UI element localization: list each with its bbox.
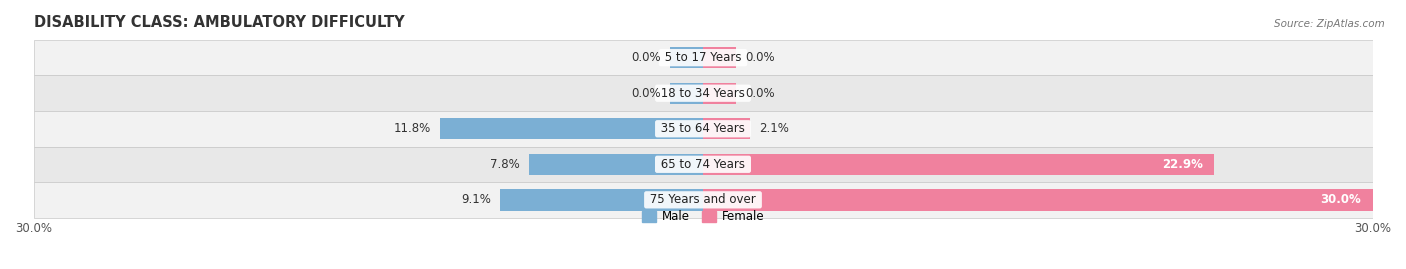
Bar xyxy=(703,118,749,139)
Bar xyxy=(501,189,703,211)
Legend: Male, Female: Male, Female xyxy=(637,206,769,228)
Text: 0.0%: 0.0% xyxy=(631,51,661,64)
Text: 30.0%: 30.0% xyxy=(1320,193,1361,206)
Text: 9.1%: 9.1% xyxy=(461,193,491,206)
Bar xyxy=(703,47,737,68)
Text: 2.1%: 2.1% xyxy=(759,122,789,135)
Text: 5 to 17 Years: 5 to 17 Years xyxy=(661,51,745,64)
Bar xyxy=(669,47,703,68)
Bar xyxy=(703,154,1213,175)
Text: 0.0%: 0.0% xyxy=(631,87,661,100)
Text: 65 to 74 Years: 65 to 74 Years xyxy=(657,158,749,171)
Text: 18 to 34 Years: 18 to 34 Years xyxy=(657,87,749,100)
Bar xyxy=(703,189,1372,211)
Bar xyxy=(34,147,1372,182)
Bar xyxy=(669,83,703,104)
Text: 7.8%: 7.8% xyxy=(491,158,520,171)
Text: 0.0%: 0.0% xyxy=(745,87,775,100)
Bar xyxy=(703,83,737,104)
Text: 0.0%: 0.0% xyxy=(745,51,775,64)
Text: DISABILITY CLASS: AMBULATORY DIFFICULTY: DISABILITY CLASS: AMBULATORY DIFFICULTY xyxy=(34,15,404,30)
Text: Source: ZipAtlas.com: Source: ZipAtlas.com xyxy=(1274,19,1385,29)
Bar xyxy=(34,182,1372,218)
Text: 75 Years and over: 75 Years and over xyxy=(647,193,759,206)
Text: 35 to 64 Years: 35 to 64 Years xyxy=(657,122,749,135)
Bar xyxy=(34,40,1372,75)
Text: 22.9%: 22.9% xyxy=(1161,158,1204,171)
Bar xyxy=(440,118,703,139)
Bar xyxy=(529,154,703,175)
Text: 11.8%: 11.8% xyxy=(394,122,430,135)
Bar xyxy=(34,111,1372,147)
Bar xyxy=(34,75,1372,111)
